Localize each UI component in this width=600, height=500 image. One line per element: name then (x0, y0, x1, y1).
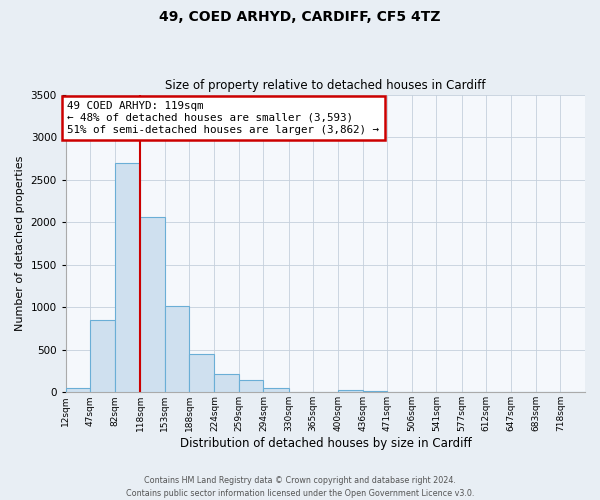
Bar (66, 388, 91, 392)
Bar (363, 391, 388, 392)
Text: 49, COED ARHYD, CARDIFF, CF5 4TZ: 49, COED ARHYD, CARDIFF, CF5 4TZ (159, 10, 441, 24)
Y-axis label: Number of detached properties: Number of detached properties (15, 156, 25, 331)
X-axis label: Distribution of detached houses by size in Cardiff: Distribution of detached houses by size … (179, 437, 471, 450)
Bar (91, 320, 115, 392)
Bar (140, 217, 164, 392)
Bar (164, 306, 189, 392)
Bar (214, 374, 239, 392)
Bar (115, 162, 140, 392)
Bar (338, 390, 363, 392)
Title: Size of property relative to detached houses in Cardiff: Size of property relative to detached ho… (165, 79, 485, 92)
Bar (189, 354, 214, 393)
Text: 49 COED ARHYD: 119sqm
← 48% of detached houses are smaller (3,593)
51% of semi-d: 49 COED ARHYD: 119sqm ← 48% of detached … (67, 102, 379, 134)
Bar (239, 380, 263, 392)
Bar (263, 388, 289, 392)
Text: Contains HM Land Registry data © Crown copyright and database right 2024.
Contai: Contains HM Land Registry data © Crown c… (126, 476, 474, 498)
